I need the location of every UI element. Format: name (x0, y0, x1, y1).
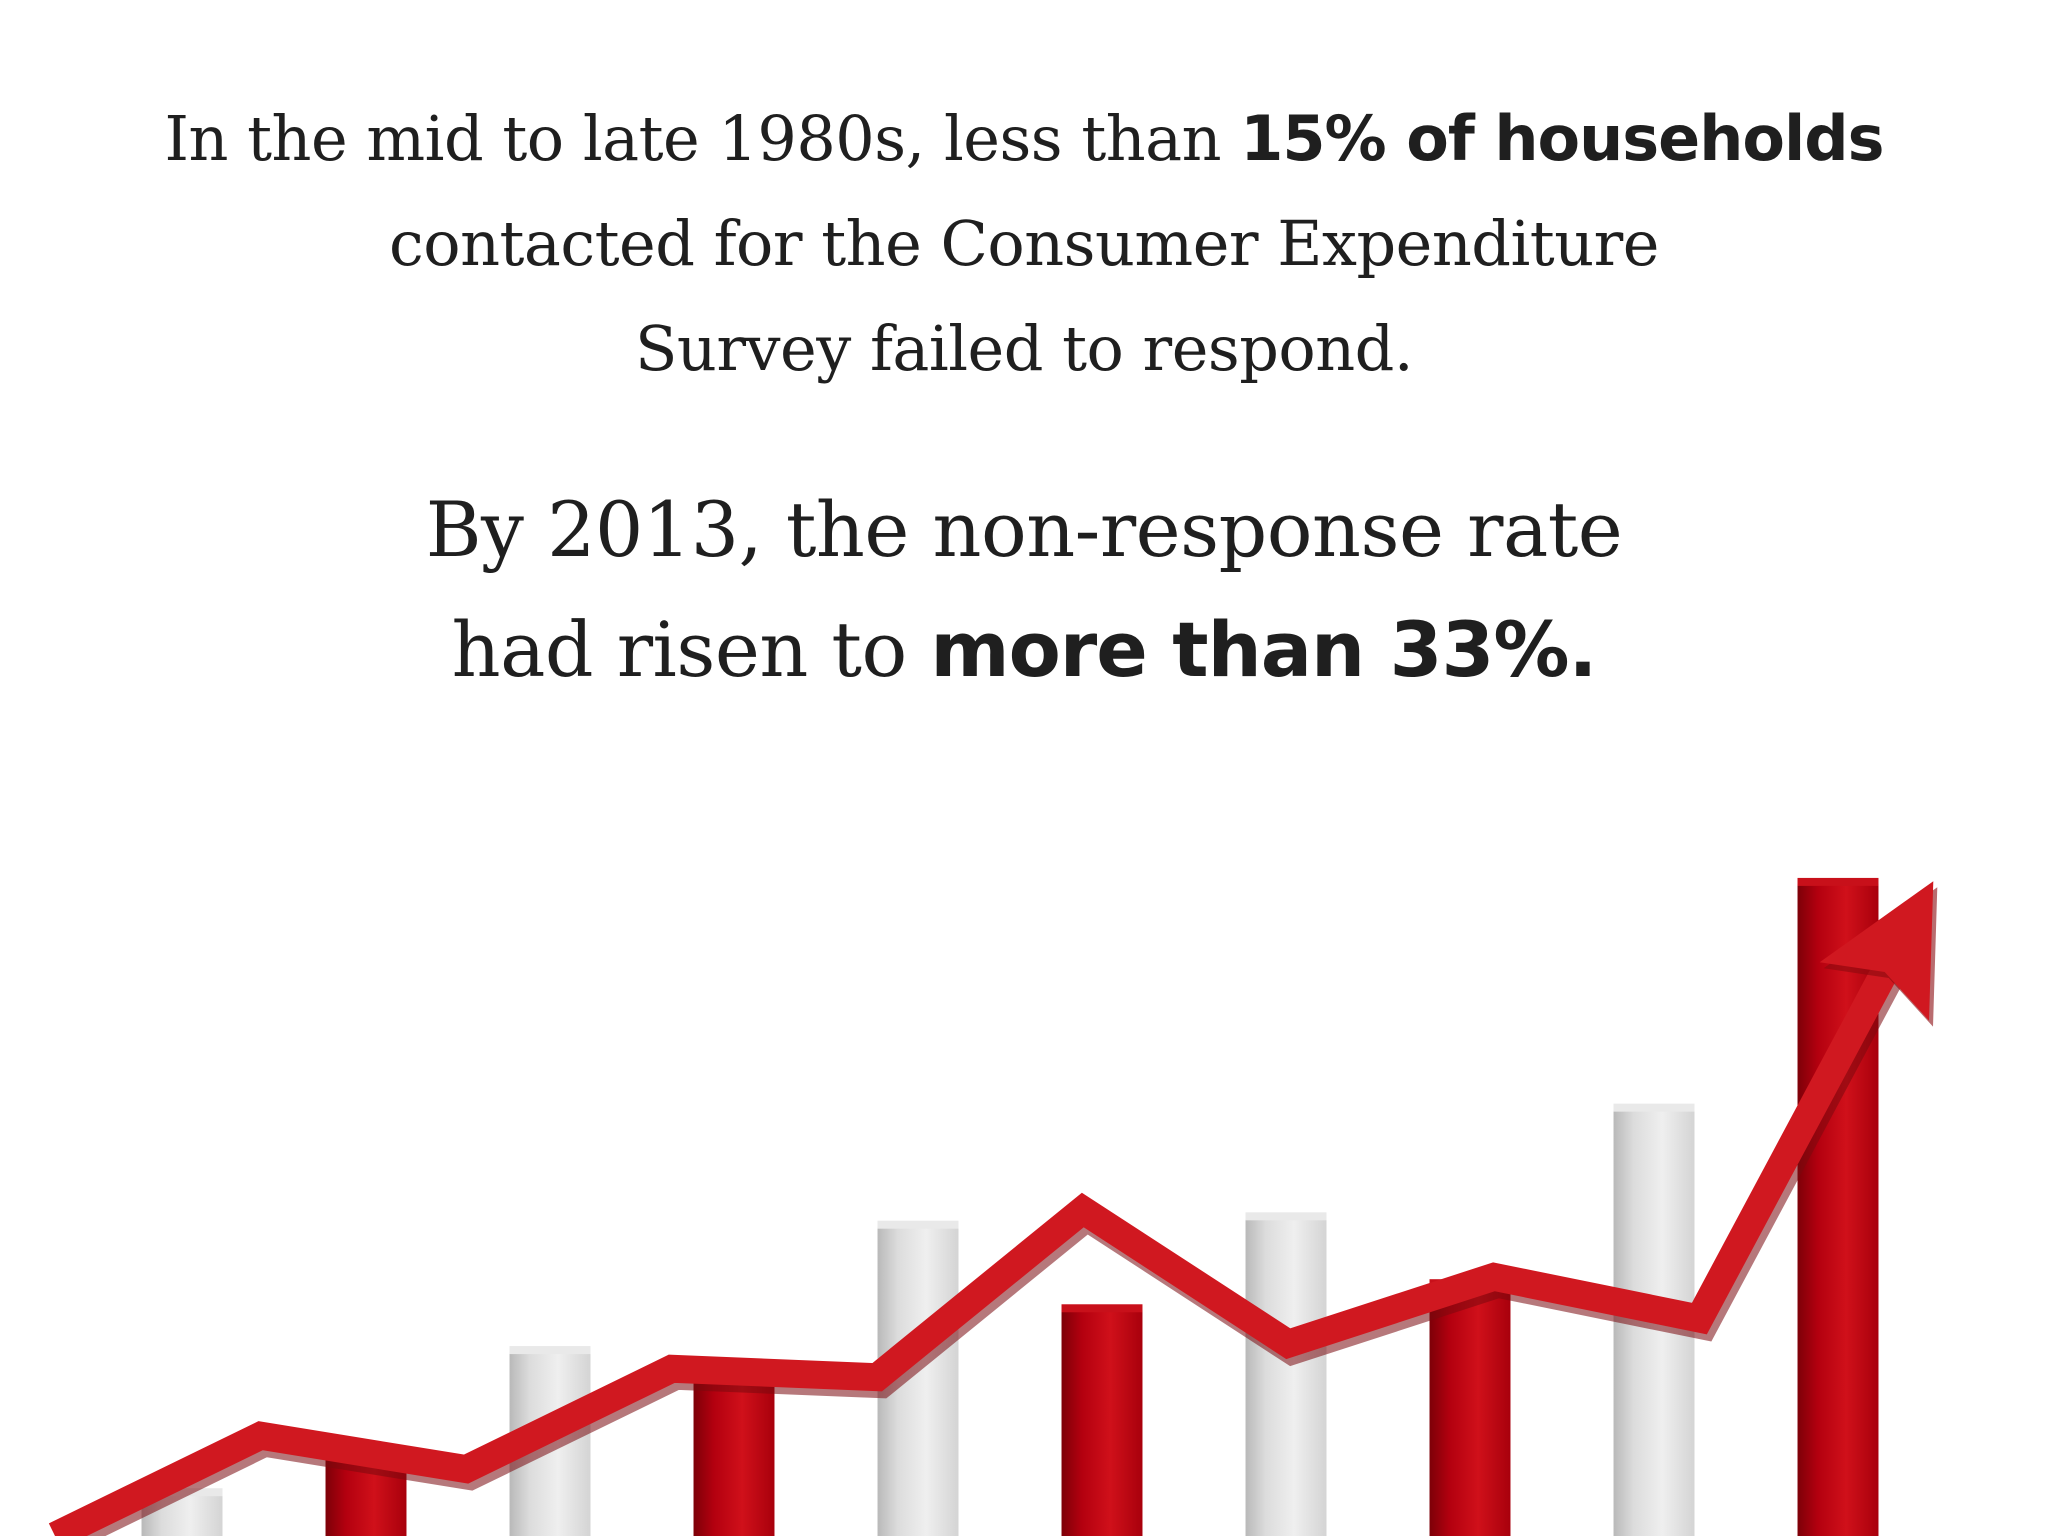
bar-8-body (1429, 1285, 1511, 1536)
claim-highlight: more than 33%. (930, 605, 1597, 694)
bar-4-body (693, 1368, 775, 1536)
bar-10-cap (1797, 877, 1879, 886)
claim-line-1: By 2013, the non-response rate (425, 485, 1623, 574)
claim: By 2013, the non-response rate had risen… (0, 470, 2048, 710)
bar-6-body (1061, 1310, 1143, 1536)
claim-line-2-text: had risen to (451, 605, 931, 694)
bar-6 (1061, 1304, 1143, 1536)
headline: In the mid to late 1980s, less than 15% … (0, 86, 2048, 401)
bar-7-cap (1245, 1212, 1327, 1221)
bar-3-cap (509, 1346, 591, 1355)
headline-line-1: In the mid to late 1980s, less than 15% … (0, 86, 2048, 191)
trend-arrow (48, 881, 1938, 1536)
arrowhead (1819, 881, 1934, 1021)
bar-7 (1245, 1212, 1327, 1536)
bar-9-cap (1613, 1103, 1695, 1112)
headline-line-3: Survey failed to respond. (634, 312, 1414, 385)
bar-8 (1429, 1279, 1511, 1536)
headline-highlight: 15% of households (1240, 102, 1884, 175)
headline-line-1-text: In the mid to late 1980s, less than (164, 102, 1241, 175)
bar-6-cap (1061, 1304, 1143, 1313)
bar-4 (693, 1362, 775, 1536)
trend-line (48, 927, 1918, 1536)
claim-line-2: had risen to more than 33%. (0, 590, 2048, 710)
headline-line-2: contacted for the Consumer Expenditure (389, 207, 1659, 280)
bar-5-cap (877, 1220, 959, 1229)
bars (141, 877, 1879, 1536)
bar-7-body (1245, 1218, 1327, 1536)
bar-10 (1797, 877, 1879, 1536)
